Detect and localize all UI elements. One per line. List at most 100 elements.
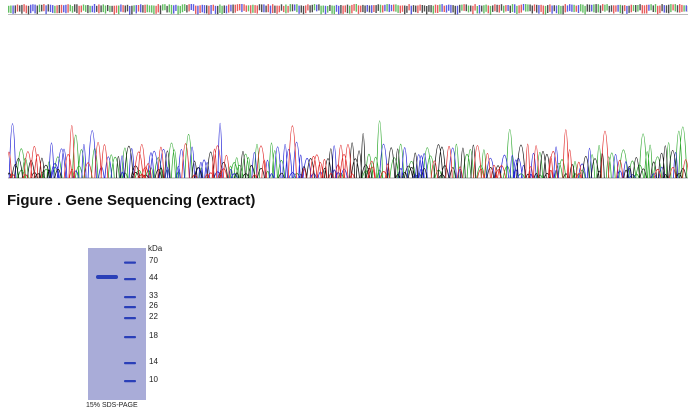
- sequence-base-mark: [10, 5, 12, 14]
- sequence-base-mark: [300, 5, 302, 13]
- sequence-base-mark: [417, 5, 419, 14]
- sequence-base-mark: [34, 4, 36, 14]
- sequence-base-mark: [131, 5, 133, 15]
- sequence-base-mark: [496, 4, 498, 13]
- sequence-base-mark: [307, 4, 309, 11]
- sequence-base-mark: [516, 5, 518, 14]
- sequence-base-mark: [21, 4, 23, 14]
- sequence-base-mark: [214, 5, 217, 14]
- sequence-base-mark: [498, 4, 500, 13]
- sequence-base-mark: [639, 4, 641, 11]
- sds-page-gel-panel: kDa 70 44 33 26 22 18 14 10 15% SDS-PAGE: [86, 245, 168, 417]
- sequence-base-mark: [494, 4, 496, 12]
- sequence-base-mark: [111, 5, 113, 12]
- sequence-base-mark: [52, 5, 54, 13]
- sequence-base-mark: [206, 5, 208, 14]
- sequence-base-mark: [294, 4, 296, 11]
- sequence-base-mark: [247, 5, 250, 12]
- sequence-base-mark: [492, 5, 494, 12]
- marker-label-18: 18: [149, 331, 158, 340]
- sequence-base-mark: [219, 4, 221, 13]
- marker-label-26: 26: [149, 301, 158, 310]
- gel-bands: [96, 261, 136, 383]
- marker-label-44: 44: [149, 273, 158, 282]
- sequence-base-mark: [399, 5, 401, 14]
- sequence-base-mark: [265, 5, 267, 13]
- sequence-base-mark: [302, 5, 305, 15]
- sequence-base-mark: [296, 4, 298, 13]
- sequence-base-mark: [406, 5, 408, 13]
- sequence-base-mark: [349, 5, 351, 14]
- sequence-base-mark: [582, 4, 584, 13]
- sequence-base-mark: [432, 5, 434, 14]
- sequence-base-mark: [137, 5, 140, 12]
- sequence-base-mark: [474, 4, 476, 11]
- sequence-base-mark: [12, 5, 14, 14]
- sequence-base-mark: [115, 5, 118, 13]
- sequence-base-mark: [621, 5, 624, 14]
- sequence-base-mark: [357, 5, 360, 14]
- sequence-base-mark: [25, 5, 27, 14]
- sequence-base-mark: [120, 4, 122, 12]
- sequence-base-mark: [434, 4, 437, 13]
- sequence-base-mark: [324, 5, 327, 15]
- sequence-base-mark: [683, 5, 685, 12]
- marker-label-10: 10: [149, 375, 158, 384]
- sequence-base-mark: [309, 5, 311, 13]
- sequence-base-mark: [555, 5, 558, 14]
- sequence-base-mark: [646, 4, 648, 14]
- sequence-base-mark: [80, 5, 82, 13]
- sequence-base-mark: [56, 5, 58, 14]
- sequence-base-mark: [104, 5, 107, 14]
- sequence-base-mark: [195, 5, 197, 14]
- sequence-base-mark: [641, 5, 643, 14]
- sequence-base-mark: [250, 5, 252, 14]
- sequence-base-mark: [217, 5, 219, 15]
- sequence-base-mark: [637, 5, 639, 12]
- sequence-base-mark: [489, 5, 492, 15]
- sequence-base-mark: [331, 5, 333, 14]
- sequence-base-mark: [610, 5, 613, 12]
- sequence-base-mark: [481, 5, 483, 12]
- sequence-base-mark: [575, 5, 577, 12]
- sequence-base-mark: [344, 5, 346, 13]
- marker-label-22: 22: [149, 312, 158, 321]
- sequence-base-mark: [518, 5, 520, 14]
- sequence-base-mark: [221, 5, 223, 15]
- sequence-base-mark: [665, 5, 668, 13]
- sequence-base-mark: [452, 5, 454, 13]
- sequence-base-mark: [685, 5, 687, 12]
- sequence-base-mark: [648, 4, 650, 11]
- sequence-base-mark: [311, 4, 313, 13]
- sequence-base-mark: [635, 5, 637, 13]
- sequence-base-mark: [256, 5, 258, 14]
- sequence-base-mark: [421, 5, 423, 13]
- figure-caption: Figure . Gene Sequencing (extract): [7, 192, 256, 209]
- sequence-base-mark: [322, 5, 324, 13]
- sequence-base-mark: [47, 4, 49, 12]
- sequence-base-mark: [335, 4, 338, 12]
- marker-label-70: 70: [149, 256, 158, 265]
- sequence-base-mark: [459, 4, 461, 13]
- sequence-base-mark: [283, 5, 285, 13]
- sequence-base-mark: [241, 4, 243, 13]
- sequence-base-mark: [129, 6, 131, 15]
- marker-label-33: 33: [149, 291, 158, 300]
- sequence-base-mark: [254, 5, 256, 13]
- sequence-base-mark: [632, 5, 635, 12]
- sequence-base-mark: [89, 5, 91, 13]
- sequence-base-mark: [340, 5, 342, 14]
- sequence-base-mark: [606, 4, 608, 11]
- sequence-base-mark: [659, 5, 661, 14]
- sequence-base-mark: [135, 5, 137, 14]
- sequence-base-mark: [243, 4, 245, 11]
- sequence-base-mark: [153, 5, 155, 14]
- sequence-base-mark: [285, 4, 287, 14]
- sequence-base-mark: [608, 5, 610, 13]
- sequence-base-mark: [41, 4, 43, 12]
- sequence-base-mark: [140, 4, 142, 13]
- sequence-base-mark: [584, 5, 586, 15]
- sequence-base-mark: [547, 5, 549, 13]
- sequence-base-mark: [628, 5, 630, 13]
- sequence-base-mark: [386, 4, 388, 12]
